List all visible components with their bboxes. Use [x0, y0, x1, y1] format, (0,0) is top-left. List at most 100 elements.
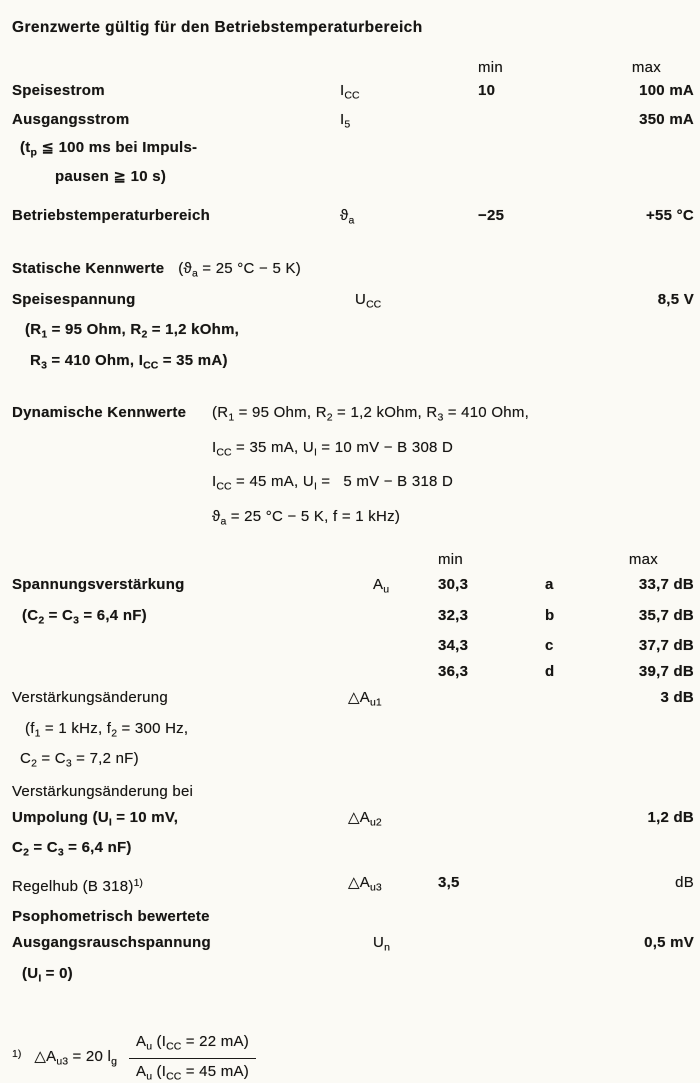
max-value: 0,5 mV: [644, 934, 694, 951]
condition-line: (UI = 0): [22, 964, 73, 985]
min-value: [438, 805, 508, 836]
table-row: (C2 = C3 = 6,4 nF) 32,3 b 35,7 dB: [12, 603, 694, 634]
spacer: [508, 548, 593, 572]
table-row: Verstärkungsänderung △Au1 3 dB: [12, 685, 694, 716]
spacer: [335, 548, 438, 572]
condition-line: (R1 = 95 Ohm, R2 = 1,2 kOhm, R3 = 410 Oh…: [212, 404, 529, 424]
column-header-max: max: [631, 59, 661, 76]
param-symbol: △Au1: [348, 689, 382, 709]
max-value: 100 mA: [639, 82, 694, 99]
max-value: 350 mA: [639, 110, 694, 128]
grade-letter: c: [545, 637, 554, 654]
max-value: 35,7 dB: [638, 606, 694, 624]
condition-line: (C2 = C3 = 6,4 nF): [22, 606, 147, 627]
min-value: [438, 685, 508, 716]
dynamic-column-header-row: min max: [12, 548, 694, 572]
param-label: Ausgangsstrom: [12, 110, 130, 128]
footnote-marker: 1): [12, 1048, 22, 1061]
table-row: Betriebstemperaturbereich ϑa −25 +55 °C: [12, 204, 694, 233]
spacer: [508, 870, 593, 901]
max-value: 3 dB: [660, 689, 694, 706]
section-title-static: Statische Kennwerte: [12, 260, 165, 277]
table-row: Umpolung (UI = 10 mV, △Au2 1,2 dB: [12, 805, 694, 836]
max-value: +55 °C: [646, 206, 694, 224]
spacer: [508, 685, 593, 716]
condition-line: C2 = C3 = 7,2 nF): [20, 750, 139, 770]
max-value: 1,2 dB: [647, 808, 694, 826]
table-row: 34,3 c 37,7 dB: [12, 633, 694, 659]
min-value: −25: [478, 206, 505, 224]
param-label: Verstärkungsänderung: [12, 689, 168, 706]
param-symbol: Un: [373, 934, 390, 954]
param-label: Umpolung (UI = 10 mV,: [12, 808, 179, 829]
min-value: 34,3: [438, 637, 469, 654]
param-symbol: UCC: [355, 290, 382, 311]
param-label: Spannungsverstärkung: [12, 576, 185, 593]
min-value: 36,3: [438, 663, 469, 680]
condition-line: (f1 = 1 kHz, f2 = 300 Hz,: [25, 719, 189, 740]
spacer: [12, 659, 335, 685]
datasheet-page: Grenzwerte gültig für den Betriebstemper…: [12, 19, 694, 1082]
column-header-min: min: [478, 59, 503, 76]
section-conditions-dynamic: (R1 = 95 Ohm, R2 = 1,2 kOhm, R3 = 410 Oh…: [212, 398, 529, 536]
table-row: Regelhub (B 318)1) △Au3 3,5 dB: [12, 870, 694, 901]
static-table: Speisespannung UCC 8,5 V (R1 = 95 Ohm, R…: [12, 287, 694, 379]
min-value: [475, 108, 560, 137]
min-value: 30,3: [438, 576, 469, 593]
condition-line: (R1 = 95 Ohm, R2 = 1,2 kOhm,: [25, 321, 240, 341]
table-row: Spannungsverstärkung Au 30,3 a 33,7 dB: [12, 572, 694, 603]
max-value: 37,7 dB: [638, 637, 694, 654]
condition-line: C2 = C3 = 6,4 nF): [12, 839, 132, 859]
dynamic-table: min max Spannungsverstärkung Au 30,3 a 3…: [12, 548, 694, 991]
table-row: (UI = 0): [12, 961, 694, 992]
condition-line: ϑa = 25 °C − 5 K, f = 1 kHz): [212, 507, 401, 528]
limits-column-header-row: min max: [12, 56, 694, 79]
section-title-dynamic: Dynamische Kennwerte: [12, 404, 187, 421]
column-header-min: min: [438, 551, 463, 568]
condition-line: R3 = 410 Ohm, ICC = 35 mA): [30, 351, 228, 372]
spacer: [335, 633, 438, 659]
spacer: [12, 633, 335, 659]
limits-table: min max Speisestrom ICC 10 100 mA Ausgan…: [12, 56, 694, 232]
condition-line: pausen ≧ 10 s): [55, 167, 167, 185]
param-label: Verstärkungsänderung bei: [12, 782, 194, 800]
table-row: pausen ≧ 10 s): [12, 165, 694, 188]
table-row: Speisestrom ICC 10 100 mA: [12, 79, 694, 108]
condition-line: ICC = 45 mA, UI = 5 mV − B 318 D: [212, 473, 454, 493]
table-row: R3 = 410 Ohm, ICC = 35 mA): [12, 348, 694, 379]
table-row: Ausgangsstrom I5 350 mA: [12, 108, 694, 137]
min-value: 10: [478, 82, 496, 99]
condition-line: (tp ≦ 100 ms bei Impuls-: [20, 139, 198, 159]
spacer: [335, 603, 438, 634]
param-label: Regelhub (B 318)1): [12, 876, 143, 895]
grade-letter: a: [545, 576, 554, 593]
spacer: [12, 548, 335, 572]
spacer: [508, 805, 593, 836]
fraction-denominator: Au (ICC = 45 mA): [135, 1062, 250, 1083]
param-label: Betriebstemperaturbereich: [12, 206, 210, 224]
param-label: Ausgangsrauschspannung: [12, 934, 211, 951]
footnote-formula-lhs: △Au3 = 20 lg: [34, 1047, 117, 1068]
table-row: (R1 = 95 Ohm, R2 = 1,2 kOhm,: [12, 317, 694, 348]
table-row: Psophometrisch bewertete: [12, 904, 694, 930]
table-row: Ausgangsrauschspannung Un 0,5 mV: [12, 930, 694, 961]
param-label: Psophometrisch bewertete: [12, 908, 210, 925]
param-symbol: △Au3: [348, 873, 382, 894]
param-symbol: Au: [373, 576, 390, 596]
max-value: 39,7 dB: [638, 663, 694, 680]
table-row: Verstärkungsänderung bei: [12, 779, 694, 805]
page-title: Grenzwerte gültig für den Betriebstemper…: [12, 19, 423, 36]
param-symbol: ICC: [340, 82, 360, 102]
grade-letter: b: [545, 606, 555, 624]
min-value: [438, 930, 508, 961]
grade-letter: d: [545, 663, 555, 680]
fraction-numerator: Au (ICC = 22 mA): [128, 1033, 257, 1059]
table-row: (f1 = 1 kHz, f2 = 300 Hz,: [12, 716, 694, 747]
table-row: C2 = C3 = 6,4 nF): [12, 835, 694, 866]
section-static-header: Statische Kennwerte (ϑa = 25 °C − 5 K): [12, 256, 694, 287]
spacer: [12, 56, 340, 79]
table-row: (tp ≦ 100 ms bei Impuls-: [12, 136, 694, 165]
section-dynamic-header: Dynamische Kennwerte (R1 = 95 Ohm, R2 = …: [12, 398, 694, 536]
param-label: Speisestrom: [12, 82, 105, 99]
param-symbol: I5: [340, 110, 351, 131]
